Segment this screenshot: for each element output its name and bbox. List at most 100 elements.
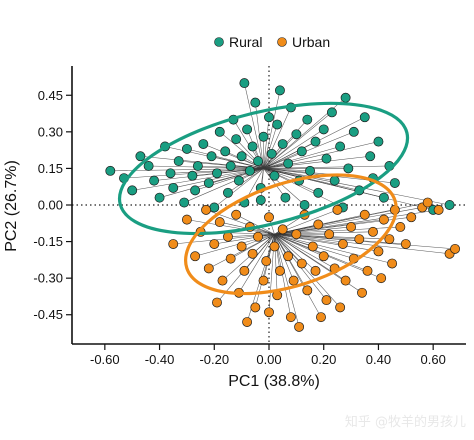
spoke-rural-53 (263, 158, 327, 169)
point-rural-55 (329, 175, 340, 186)
spoke-urban-63 (274, 234, 300, 328)
point-urban-36 (318, 251, 329, 262)
spoke-rural-16 (203, 143, 264, 169)
point-rural-8 (165, 168, 176, 179)
point-rural-47 (296, 146, 307, 157)
spoke-rural-72 (263, 90, 281, 169)
spoke-urban-11 (236, 214, 275, 235)
spoke-rural-64 (263, 141, 379, 169)
point-urban-53 (395, 221, 406, 232)
point-urban-40 (332, 204, 343, 215)
spoke-urban-48 (274, 231, 373, 235)
spoke-rural-44 (263, 107, 292, 169)
point-rural-28 (236, 151, 247, 162)
point-urban-62 (264, 307, 274, 318)
spoke-rural-37 (263, 117, 270, 169)
point-urban-30 (296, 258, 307, 269)
point-rural-39 (269, 170, 280, 181)
point-urban-37 (321, 295, 332, 306)
y-tick-label-3: 0.00 (38, 198, 63, 213)
point-urban-25 (277, 224, 288, 235)
spoke-urban-24 (274, 234, 281, 271)
point-urban-6 (209, 239, 220, 249)
point-rural-27 (233, 175, 244, 186)
spoke-urban-12 (238, 234, 275, 293)
point-urban-13 (236, 241, 247, 252)
point-urban-32 (302, 285, 313, 296)
point-rural-64 (373, 136, 384, 147)
point-urban-20 (261, 256, 272, 267)
point-urban-11 (231, 209, 242, 220)
x-tick-label-3: 0.00 (256, 352, 281, 367)
point-rural-41 (277, 139, 288, 149)
point-rural-14 (190, 185, 201, 196)
y-tick-label-5: -0.30 (33, 271, 63, 286)
y-tick-label-1: 0.30 (38, 124, 63, 139)
point-rural-6 (154, 192, 165, 203)
point-urban-22 (269, 241, 280, 252)
point-rural-23 (223, 187, 233, 198)
point-rural-61 (359, 112, 370, 123)
point-urban-59 (450, 243, 461, 254)
point-urban-26 (283, 251, 294, 262)
point-rural-3 (135, 151, 146, 162)
point-urban-38 (324, 229, 335, 240)
point-rural-48 (302, 114, 313, 125)
point-rural-5 (149, 175, 160, 186)
point-rural-30 (242, 124, 253, 135)
point-rural-65 (378, 192, 389, 203)
ellipse-rural (117, 101, 410, 236)
point-rural-32 (247, 141, 258, 152)
y-axis-title: PC2 (26.7%) (3, 160, 20, 252)
legend-swatch-urban (277, 37, 287, 47)
point-rural-59 (348, 126, 359, 137)
point-urban-16 (247, 248, 258, 259)
point-rural-9 (168, 182, 179, 193)
x-axis-title: PC1 (38.8%) (228, 373, 320, 390)
point-urban-29 (291, 229, 302, 240)
point-urban-28 (288, 275, 299, 286)
point-rural-71 (255, 195, 266, 206)
spoke-rural-62 (263, 155, 371, 169)
x-tick-label-2: -0.20 (199, 352, 229, 367)
y-tick-label-0: 0.45 (38, 88, 63, 103)
point-urban-65 (335, 302, 346, 313)
point-urban-45 (354, 234, 365, 245)
spoke-urban-64 (274, 234, 322, 318)
point-urban-56 (422, 197, 433, 208)
point-urban-49 (373, 246, 384, 257)
point-rural-54 (326, 107, 337, 118)
spoke-rural-66 (263, 165, 390, 169)
point-rural-0 (105, 165, 116, 176)
point-urban-0 (168, 239, 179, 249)
point-rural-43 (283, 158, 294, 169)
spoke-urban-1 (186, 219, 275, 235)
point-rural-52 (318, 124, 329, 135)
spoke-rural-54 (263, 112, 333, 169)
spoke-rural-42 (263, 168, 286, 198)
spoke-rural-56 (263, 146, 341, 169)
x-tick-label-0: -0.60 (90, 352, 120, 367)
point-rural-51 (313, 187, 324, 198)
spoke-rural-52 (263, 129, 324, 169)
point-rural-69 (444, 200, 455, 210)
spoke-urban-49 (274, 233, 379, 252)
spoke-rural-68 (263, 168, 434, 211)
point-rural-19 (209, 202, 220, 213)
spoke-urban-43 (274, 226, 352, 235)
spoke-rural-70 (244, 83, 264, 169)
point-urban-7 (214, 217, 225, 228)
point-urban-61 (242, 317, 253, 328)
point-urban-19 (258, 275, 269, 286)
point-urban-27 (285, 312, 296, 323)
point-urban-41 (337, 239, 348, 249)
point-urban-10 (225, 253, 236, 264)
point-rural-34 (253, 156, 264, 167)
y-tick-label-2: 0.15 (38, 161, 63, 176)
point-rural-67 (389, 178, 400, 189)
point-rural-40 (272, 119, 283, 130)
spoke-urban-65 (274, 234, 341, 308)
point-rural-73 (299, 200, 310, 210)
point-urban-68 (387, 258, 398, 269)
